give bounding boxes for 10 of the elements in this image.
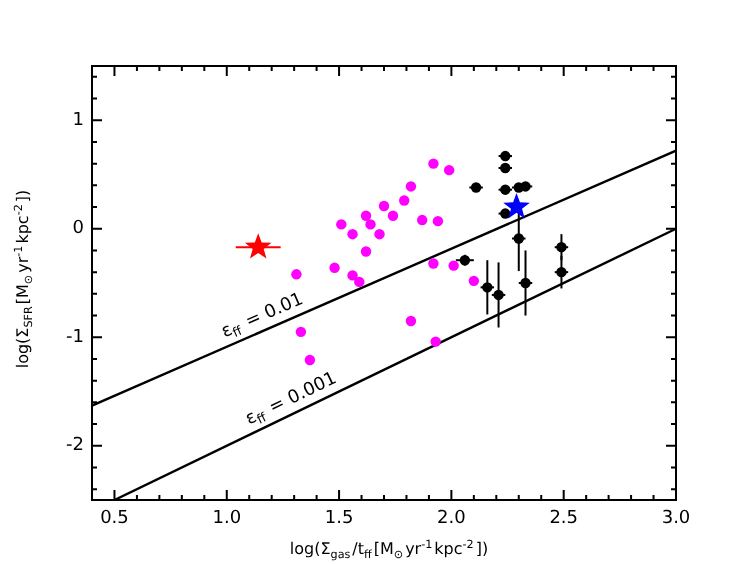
x-tick-label: 2.5: [549, 509, 579, 530]
x-tick-label: 3.0: [661, 509, 691, 530]
y-tick-label: 0: [72, 219, 85, 240]
y-tick-label: -1: [66, 327, 84, 348]
x-tick-label: 0.5: [100, 509, 129, 530]
y-tick-label: 1: [72, 110, 84, 131]
x-tick-label: 2.0: [437, 509, 467, 530]
x-tick-label: 1.5: [324, 509, 354, 530]
y-tick-label: -2: [66, 436, 84, 457]
x-tick-label: 1.0: [212, 509, 242, 530]
